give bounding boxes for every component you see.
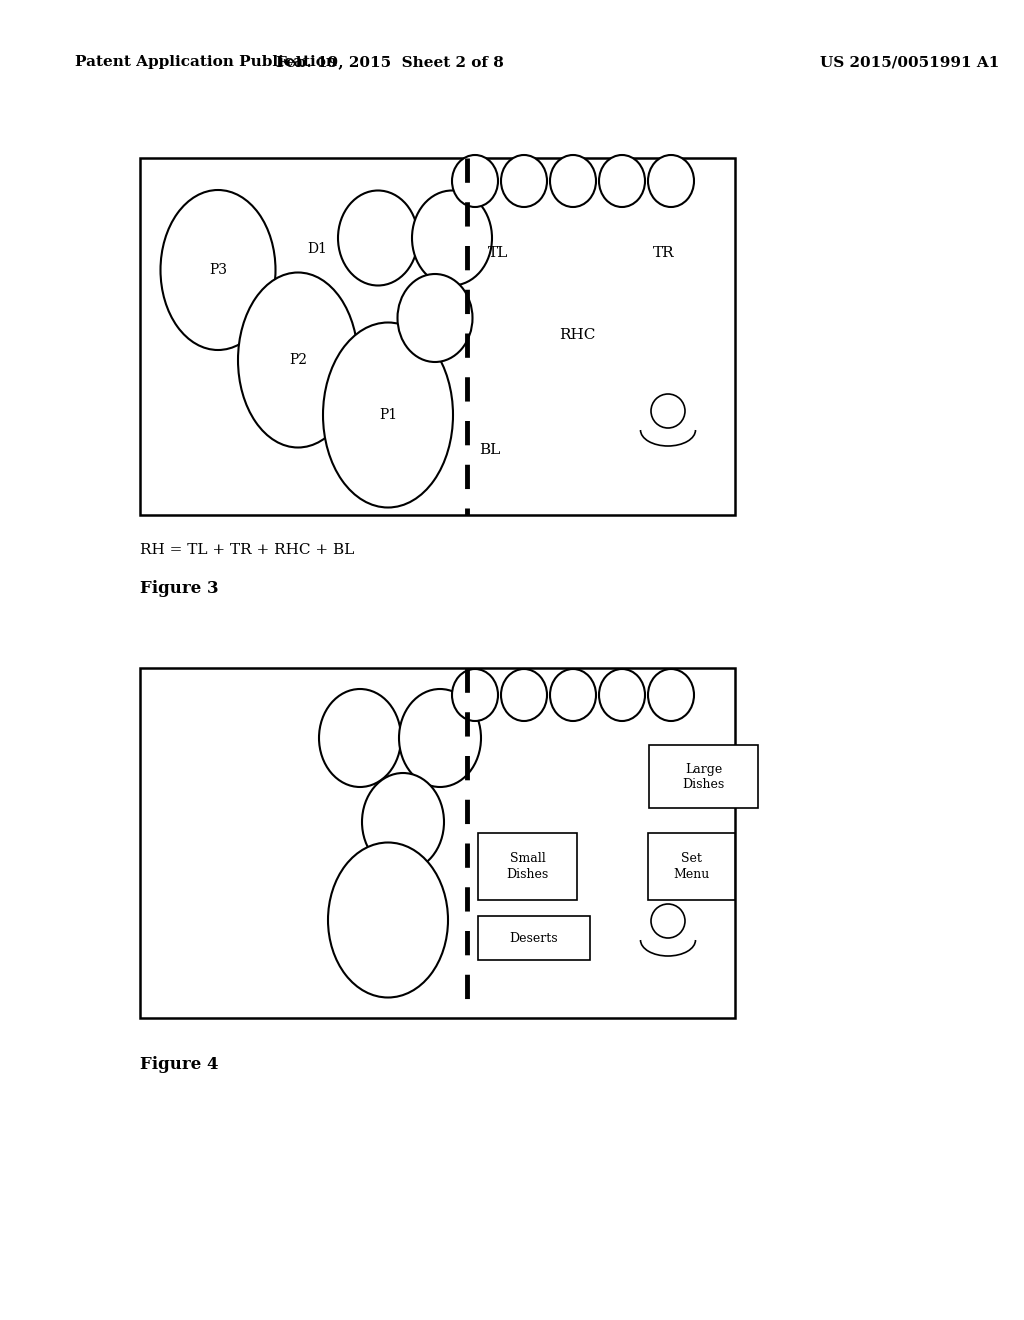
Text: BL: BL	[479, 444, 501, 457]
Text: Deserts: Deserts	[510, 932, 558, 945]
Ellipse shape	[161, 190, 275, 350]
Ellipse shape	[323, 322, 453, 507]
Ellipse shape	[399, 689, 481, 787]
Circle shape	[651, 904, 685, 939]
Ellipse shape	[599, 669, 645, 721]
Circle shape	[651, 393, 685, 428]
Text: P1: P1	[379, 408, 397, 422]
Text: US 2015/0051991 A1: US 2015/0051991 A1	[820, 55, 999, 69]
Ellipse shape	[648, 154, 694, 207]
Ellipse shape	[501, 669, 547, 721]
Ellipse shape	[328, 842, 449, 998]
Ellipse shape	[452, 154, 498, 207]
Bar	[478, 916, 590, 960]
Bar	[140, 668, 735, 1018]
Text: Figure 3: Figure 3	[140, 579, 219, 597]
Text: Large
Dishes: Large Dishes	[682, 763, 725, 791]
Text: P2: P2	[289, 352, 307, 367]
Ellipse shape	[648, 669, 694, 721]
Text: P3: P3	[209, 263, 227, 277]
Ellipse shape	[238, 272, 358, 447]
Ellipse shape	[319, 689, 401, 787]
Text: Small
Dishes: Small Dishes	[507, 853, 549, 880]
Text: D1: D1	[307, 242, 327, 256]
Bar	[649, 744, 758, 808]
Ellipse shape	[550, 154, 596, 207]
Text: Figure 4: Figure 4	[140, 1056, 218, 1073]
Ellipse shape	[550, 669, 596, 721]
Bar	[648, 833, 735, 900]
Ellipse shape	[397, 275, 472, 362]
Ellipse shape	[599, 154, 645, 207]
Text: RHC: RHC	[559, 327, 595, 342]
Ellipse shape	[412, 190, 492, 285]
Text: TR: TR	[653, 246, 675, 260]
Text: TL: TL	[488, 246, 508, 260]
Ellipse shape	[452, 669, 498, 721]
Text: RH = TL + TR + RHC + BL: RH = TL + TR + RHC + BL	[140, 543, 354, 557]
Ellipse shape	[501, 154, 547, 207]
Text: Feb. 19, 2015  Sheet 2 of 8: Feb. 19, 2015 Sheet 2 of 8	[276, 55, 504, 69]
Text: Set
Menu: Set Menu	[674, 853, 710, 880]
Text: Patent Application Publication: Patent Application Publication	[75, 55, 337, 69]
Ellipse shape	[362, 774, 444, 871]
Ellipse shape	[338, 190, 418, 285]
Bar	[140, 158, 735, 515]
Bar	[478, 833, 577, 900]
